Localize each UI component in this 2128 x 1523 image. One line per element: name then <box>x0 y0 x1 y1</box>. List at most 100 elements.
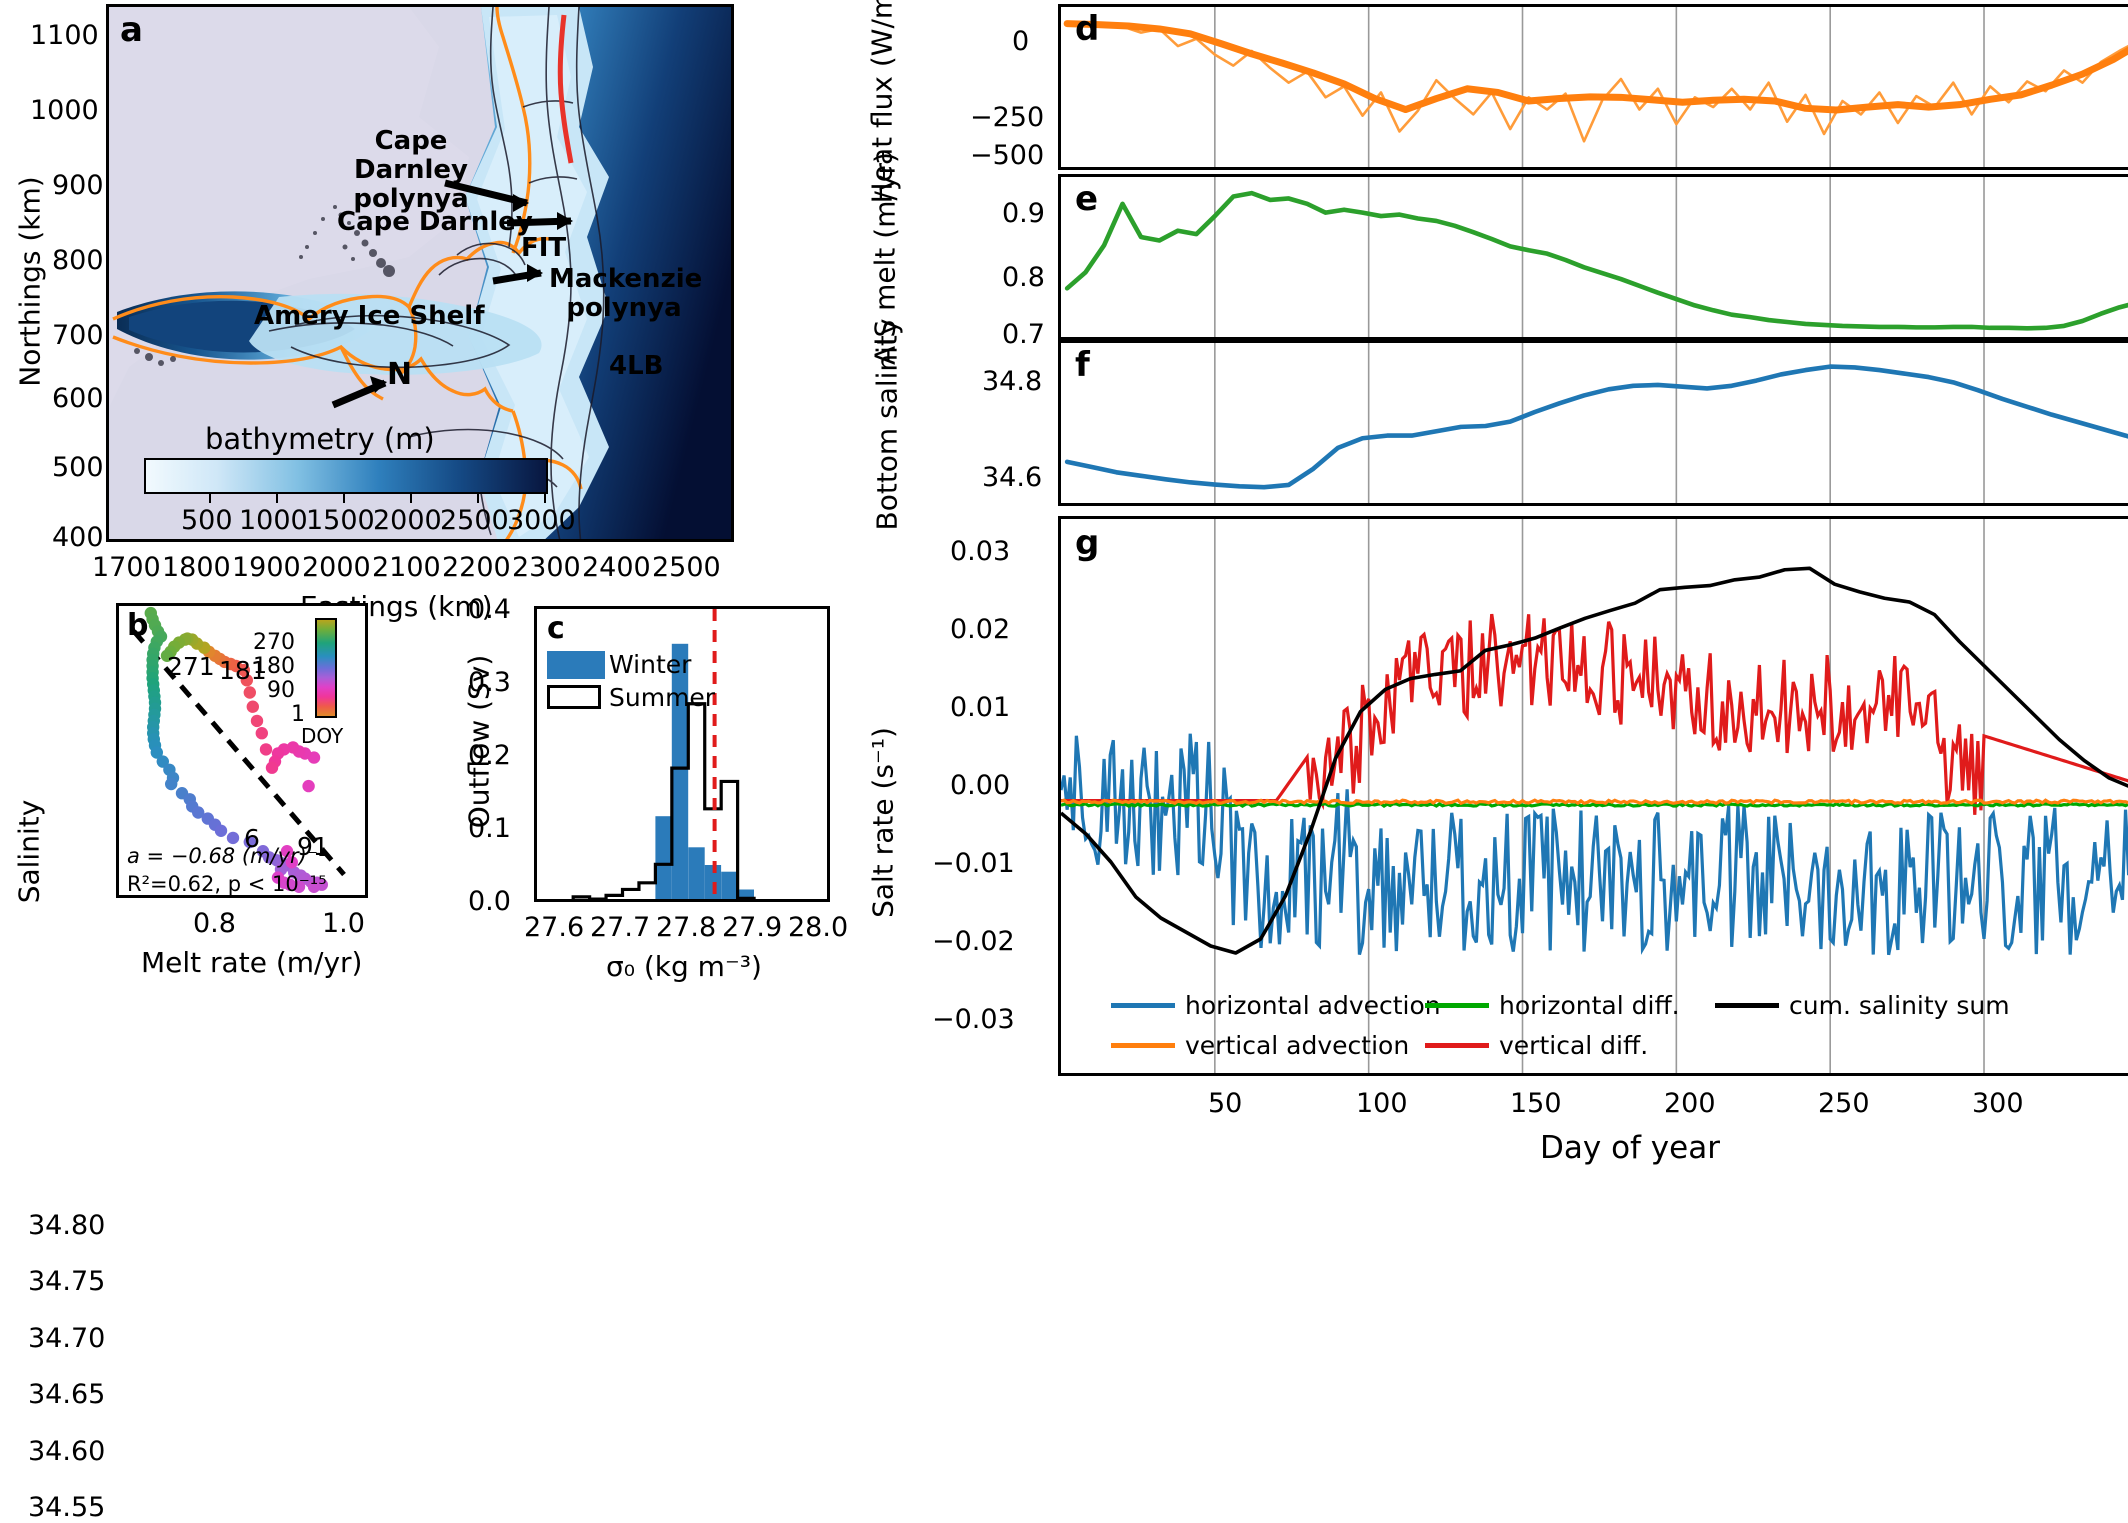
panel-c-ytick-0.4: 0.4 <box>468 594 511 625</box>
panel-c-xtick-27.6: 27.6 <box>524 912 585 943</box>
panel-c-xtick-27.9: 27.9 <box>722 912 783 943</box>
panel-a-colorbar-tick-2500: 2500 <box>440 505 509 536</box>
panel-b-xlabel: Melt rate (m/yr) <box>141 946 363 979</box>
panel-a-ytick-800: 800 <box>52 245 104 276</box>
panel-g-ytick-0.02: 0.02 <box>950 614 1011 645</box>
panel-a-colorbar-title: bathymetry (m) <box>205 422 435 456</box>
panel-g-xtick-150: 150 <box>1510 1088 1562 1119</box>
panel-b-fit-stats: R²=0.62, p < 10⁻¹⁵ <box>127 872 327 896</box>
panel-a-ytick-400: 400 <box>52 522 104 553</box>
panel-g-ytick-0.00: 0.00 <box>950 770 1011 801</box>
panel-a-xtick-2300: 2300 <box>512 552 581 583</box>
panel-a-xtick-1900: 1900 <box>232 552 301 583</box>
panel-g-xtick-300: 300 <box>1972 1088 2024 1119</box>
panel-g-xtick-100: 100 <box>1356 1088 1408 1119</box>
panel-b-label: b <box>127 608 149 643</box>
panel-e-ytick-0.7: 0.7 <box>1002 319 1045 350</box>
panel-b-point-label-91: 91 <box>297 832 329 861</box>
panel-c-legend-summer-label: Summer <box>609 683 716 712</box>
panel-c-xtick-27.8: 27.8 <box>656 912 717 943</box>
panel-f-ytick-34.8: 34.8 <box>982 366 1043 397</box>
panel-d: Heat flux (W/m²) 0 −250 −500 d <box>840 0 2128 203</box>
panel-b: Salinity 34.80 34.75 34.70 34.65 34.60 3… <box>0 590 440 1523</box>
panel-b-ytick-34.65: 34.65 <box>28 1379 106 1410</box>
annotation-fit: FIT <box>521 233 567 263</box>
panel-g-ytick-m0.01: −0.01 <box>932 848 1015 879</box>
panel-f-ytick-34.6: 34.6 <box>982 462 1043 493</box>
panel-g: Salt rate (s⁻¹) 0.03 0.02 0.01 0.00 −0.0… <box>840 516 2128 1343</box>
panel-c-legend-winter-swatch <box>547 651 605 679</box>
panel-g-ytick-0.03: 0.03 <box>950 536 1011 567</box>
panel-g-ylabel: Salt rate (s⁻¹) <box>866 727 900 918</box>
panel-a-ytick-900: 900 <box>52 170 104 201</box>
panel-g-ytick-m0.02: −0.02 <box>932 926 1015 957</box>
panel-a-ylabel: Northings (km) <box>13 176 47 387</box>
panel-b-xtick-1.0: 1.0 <box>322 908 365 939</box>
panel-b-ytick-34.70: 34.70 <box>28 1323 106 1354</box>
panel-b-point-label-6: 6 <box>244 824 260 853</box>
panel-b-plot: b 271 181 6 91 a = −0.68 (m/yr)⁻¹ R²=0.6… <box>116 603 368 898</box>
panel-g-label: g <box>1075 523 1100 563</box>
panel-a-map: Cape Darnley polynya Cape Darnley FIT Ma… <box>106 4 734 542</box>
panel-e-ytick-0.8: 0.8 <box>1002 262 1045 293</box>
panel-a-colorbar-tick-1500: 1500 <box>306 505 375 536</box>
panel-d-ytick-0: 0 <box>1012 26 1030 57</box>
panel-g-xtick-50: 50 <box>1208 1088 1243 1119</box>
panel-c-ytick-0.1: 0.1 <box>468 813 511 844</box>
panel-d-plot: d <box>1058 4 2128 170</box>
legend-swatch-horizontal-advection <box>1111 1003 1175 1008</box>
panel-a-xtick-1800: 1800 <box>162 552 231 583</box>
panel-a-xtick-2100: 2100 <box>372 552 441 583</box>
panel-a-xtick-2200: 2200 <box>442 552 511 583</box>
legend-swatch-cum-salinity-sum <box>1715 1003 1779 1008</box>
panel-c-xlabel: σ₀ (kg m⁻³) <box>606 950 762 983</box>
panel-a-ytick-600: 600 <box>52 383 104 414</box>
panel-b-ytick-34.80: 34.80 <box>28 1210 106 1241</box>
panel-d-ytick-m250: −250 <box>970 102 1045 133</box>
panel-c-plot: c Winter Summer <box>534 606 830 902</box>
panel-a-xtick-2400: 2400 <box>582 552 651 583</box>
panel-g-xtick-200: 200 <box>1664 1088 1716 1119</box>
panel-g-xtick-350: 350 <box>2126 1088 2128 1119</box>
panel-g-xtick-250: 250 <box>1818 1088 1870 1119</box>
annotation-n: N <box>387 357 413 392</box>
panel-a: 1100 1000 900 800 700 600 500 400 Northi… <box>0 0 760 623</box>
panel-a-colorbar-tick-2000: 2000 <box>373 505 442 536</box>
panel-a-ytick-1100: 1100 <box>30 20 99 51</box>
panel-g-plot: g horizontal advection vertical advectio… <box>1058 516 2128 1076</box>
panel-b-xtick-0.8: 0.8 <box>193 908 236 939</box>
annotation-mackenzie-polynya: Mackenzie polynya <box>549 264 702 324</box>
annotation-cape-darnley-polynya-l2: polynya <box>353 184 469 215</box>
panel-c-xlabel-text: σ₀ (kg m⁻³) <box>606 950 762 983</box>
panel-b-ytick-34.60: 34.60 <box>28 1436 106 1467</box>
legend-label-horizontal-diff: horizontal diff. <box>1499 991 1680 1020</box>
panel-g-ytick-0.01: 0.01 <box>950 692 1011 723</box>
panel-c-ytick-0.2: 0.2 <box>468 740 511 771</box>
annotation-cape-darnley-polynya: Cape Darnley polynya <box>331 126 491 215</box>
panel-e-ytick-0.9: 0.9 <box>1002 198 1045 229</box>
legend-label-vertical-diff: vertical diff. <box>1499 1031 1649 1060</box>
panel-e-plot: e <box>1058 174 2128 340</box>
panel-a-colorbar-tick-3000: 3000 <box>507 505 576 536</box>
panel-a-colorbar-tick-1000: 1000 <box>239 505 308 536</box>
annotation-4lb: 4LB <box>609 351 664 381</box>
panel-a-ytick-1000: 1000 <box>30 95 99 126</box>
panel-b-point-label-181: 181 <box>219 656 267 685</box>
panel-b-ytick-34.55: 34.55 <box>28 1492 106 1523</box>
panel-f-ylabel: Bottom salinity <box>870 318 904 531</box>
annotation-mackenzie-polynya-l2: polynya <box>566 293 682 324</box>
panel-c: Outflow (Sv) 0.4 0.3 0.2 0.1 0.0 c Winte… <box>420 590 849 1343</box>
panel-f-label: f <box>1075 345 1090 385</box>
annotation-amery-ice-shelf: Amery Ice Shelf <box>254 301 485 331</box>
panel-g-ytick-m0.03: −0.03 <box>932 1004 1015 1035</box>
panel-b-ytick-34.75: 34.75 <box>28 1266 106 1297</box>
panel-a-ytick-700: 700 <box>52 320 104 351</box>
panel-a-xtick-2500: 2500 <box>652 552 721 583</box>
panel-c-ytick-0.0: 0.0 <box>468 886 511 917</box>
panel-b-doy-colorbar-label: DOY <box>301 724 344 748</box>
panel-b-ylabel: Salinity <box>12 799 46 904</box>
legend-label-vertical-advection: vertical advection <box>1185 1031 1410 1060</box>
panel-c-ytick-0.3: 0.3 <box>468 667 511 698</box>
panel-a-label: a <box>120 10 143 50</box>
